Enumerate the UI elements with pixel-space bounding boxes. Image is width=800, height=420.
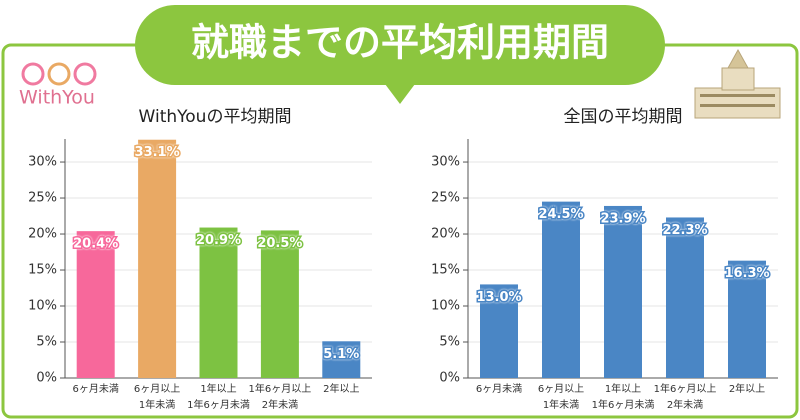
bar	[322, 341, 361, 378]
value-label: 20.4%	[73, 237, 118, 252]
chart-title: WithYouの平均期間	[139, 107, 292, 127]
y-tick-label: 10%	[431, 299, 460, 314]
x-tick-label: 1年6ヶ月以上 2年未満	[654, 382, 717, 411]
value-label: 5.1%	[323, 347, 359, 362]
x-tick-label: 1年以上 1年6ヶ月未満	[592, 382, 655, 411]
y-tick-label: 30%	[431, 155, 460, 170]
y-tick-label: 5%	[439, 335, 460, 350]
value-label: 24.5%	[538, 207, 583, 222]
y-tick-label: 20%	[431, 227, 460, 242]
x-tick-label: 6ヶ月未満	[476, 383, 522, 395]
bar	[666, 217, 704, 378]
value-label: 20.5%	[257, 236, 302, 251]
main-title: 就職までの平均利用期間	[191, 21, 609, 65]
value-label: 16.3%	[724, 266, 769, 281]
logo-mark	[21, 62, 97, 86]
y-tick-label: 30%	[28, 155, 57, 170]
y-tick-label: 15%	[431, 263, 460, 278]
y-tick-label: 0%	[36, 371, 57, 386]
x-tick-label: 1年6ヶ月以上 2年未満	[249, 382, 312, 411]
value-label: 33.1%	[135, 145, 180, 160]
chart-title: 全国の平均期間	[564, 107, 683, 127]
building-icon	[694, 48, 781, 119]
value-label: 23.9%	[600, 211, 645, 226]
bar	[138, 139, 177, 378]
bar	[199, 227, 238, 378]
logo-text: WithYou	[19, 87, 95, 109]
x-tick-label: 2年以上	[323, 382, 359, 395]
x-tick-label: 2年以上	[729, 382, 765, 395]
value-label: 13.0%	[476, 290, 521, 305]
bar	[728, 260, 766, 378]
value-label: 22.3%	[662, 223, 707, 238]
bar	[480, 284, 518, 378]
value-label: 20.9%	[196, 233, 241, 248]
y-tick-label: 10%	[28, 299, 57, 314]
bar	[260, 230, 299, 378]
banner-pointer	[385, 84, 415, 104]
x-tick-label: 1年以上 1年6ヶ月未満	[187, 382, 250, 411]
y-tick-label: 15%	[28, 263, 57, 278]
x-tick-label: 6ヶ月以上 1年未満	[134, 383, 180, 411]
bar	[604, 205, 642, 378]
y-tick-label: 0%	[439, 371, 460, 386]
x-tick-label: 6ヶ月以上 1年未満	[538, 383, 584, 411]
y-tick-label: 25%	[431, 191, 460, 206]
y-tick-label: 20%	[28, 227, 57, 242]
bar	[76, 231, 115, 378]
y-tick-label: 5%	[36, 335, 57, 350]
y-tick-label: 25%	[28, 191, 57, 206]
title-banner	[135, 5, 665, 85]
x-tick-label: 6ヶ月未満	[73, 383, 119, 395]
bar	[542, 201, 580, 378]
